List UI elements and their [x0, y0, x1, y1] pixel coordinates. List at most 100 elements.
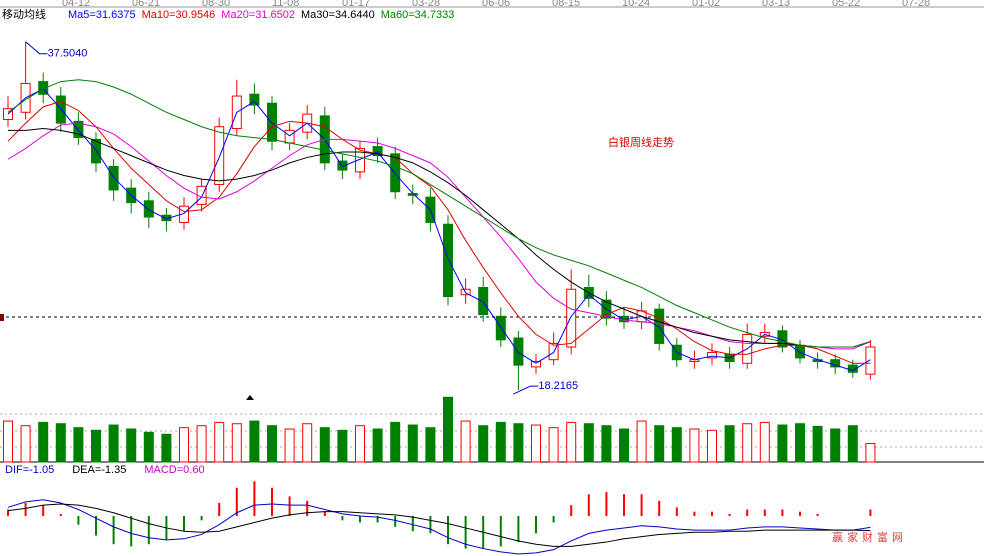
x-tick-label: 05-22 [832, 0, 860, 9]
volume-bar [654, 425, 665, 463]
volume-bar [407, 424, 418, 463]
volume-bar [214, 421, 225, 463]
macd-line [7, 499, 871, 555]
candle-body [478, 286, 489, 316]
volume-bar [267, 425, 277, 463]
ma-line [7, 100, 871, 364]
volume-bar [337, 429, 348, 463]
volume-bar [777, 424, 788, 463]
volume-bar [865, 443, 876, 463]
candle-body [865, 346, 876, 375]
volume-bar [372, 428, 383, 463]
volume-bar [38, 421, 49, 463]
volume-bar [196, 425, 207, 463]
volume-bar [390, 421, 401, 463]
volume-bar [671, 427, 682, 463]
x-tick-label: 06-06 [482, 0, 510, 9]
candle-body [249, 93, 260, 106]
volume-bar [619, 428, 629, 463]
annotation-line [25, 41, 48, 55]
candle-body [795, 344, 805, 359]
volume-bar [830, 428, 841, 463]
volume-bar [161, 433, 172, 463]
volume-bar [601, 425, 612, 463]
volume-bar [759, 421, 770, 463]
candle-body [513, 337, 524, 366]
volume-bar [20, 425, 31, 463]
volume-bar [478, 425, 489, 463]
volume-bar [707, 429, 717, 463]
volume-bar [495, 421, 506, 463]
x-tick-label: 03-13 [762, 0, 790, 9]
volume-bar [443, 396, 453, 463]
legend-entry: Ma20=31.6502 [221, 9, 295, 21]
macd-legend: MACD=0.60 [144, 464, 204, 476]
volume-bar [742, 423, 753, 463]
candle-body [143, 200, 154, 218]
volume-bar [425, 427, 436, 463]
volume-bar [91, 429, 101, 463]
marker-triangle [246, 395, 254, 400]
volume-bar [636, 420, 647, 463]
cursor-marker [0, 314, 4, 321]
candle-body [654, 308, 665, 344]
volume-bar [73, 427, 84, 463]
macd-legend: DIF=-1.05 [5, 464, 54, 476]
macd-legend: DEA=-1.35 [72, 464, 126, 476]
volume-bar [249, 420, 260, 463]
x-tick-label: 01-02 [692, 0, 720, 9]
volume-bar [126, 428, 137, 463]
volume-bar [179, 427, 189, 463]
volume-bar [795, 423, 805, 463]
x-tick-label: 10-24 [622, 0, 650, 9]
watermark: 赢家财富网 [832, 530, 907, 544]
low-label: 18.2165 [538, 380, 578, 392]
candle-body [214, 126, 225, 186]
volume-bar [513, 423, 524, 463]
volume-bar [548, 427, 559, 463]
candle-body [55, 95, 66, 124]
volume-bar [460, 420, 471, 463]
ma-line [7, 122, 871, 350]
x-tick-label: 06-21 [132, 0, 160, 9]
volume-bar [108, 424, 119, 463]
candle-body [495, 315, 506, 341]
legend-entry: Ma30=34.6440 [301, 9, 375, 21]
volume-bar [3, 420, 13, 463]
chart-title: 白银周线走势 [608, 135, 674, 149]
x-tick-label: 04-12 [62, 0, 90, 9]
x-tick-label: 07-28 [902, 0, 930, 9]
volume-bar [724, 425, 735, 463]
x-tick-label: 03-28 [412, 0, 440, 9]
annotation-line [513, 385, 539, 395]
candle-body [531, 360, 541, 368]
volume-bar [531, 424, 541, 463]
marks: 04-12 06-21 08-30 11-08 01-17 03-28 06-06 08-15… [3, 0, 930, 555]
volume-bar [355, 425, 365, 463]
legend-entry: Ma60=34.7333 [381, 9, 455, 21]
volume-bar [812, 425, 823, 463]
ma-line [8, 128, 871, 348]
volume-bar [583, 423, 594, 463]
ma-line [7, 88, 871, 372]
candle-body [38, 81, 49, 95]
x-tick-label: 08-15 [552, 0, 580, 9]
x-tick-label: 01-17 [342, 0, 370, 9]
volume-bar [319, 427, 330, 463]
candle-body [443, 223, 453, 297]
candle-body [267, 102, 277, 142]
macd-line [7, 503, 871, 547]
candle-body [284, 129, 295, 144]
candle-body [707, 351, 717, 359]
volume-bar [55, 423, 66, 463]
indicator-title: 移动均线 [2, 7, 46, 21]
candle-body [108, 165, 119, 191]
legend-entry: Ma10=30.9546 [142, 9, 216, 21]
candle-body [73, 120, 84, 139]
volume-bar [302, 423, 313, 463]
high-label: 37.5040 [48, 48, 88, 60]
candle-body [372, 146, 383, 157]
volume-bar [847, 425, 858, 463]
